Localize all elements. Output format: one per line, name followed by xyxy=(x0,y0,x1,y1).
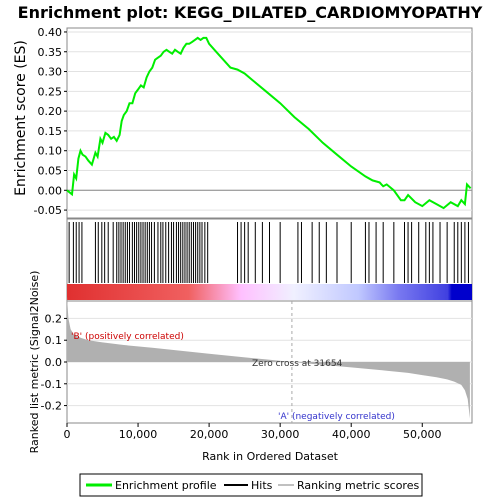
metric-tick-label: 0.2 xyxy=(45,312,63,325)
enrichment-profile-line xyxy=(66,36,472,210)
positive-correlation-label: 'B' (positively correlated) xyxy=(71,332,184,342)
es-tick-label: 0.10 xyxy=(38,145,63,158)
metric-tick-label: 0.1 xyxy=(45,334,63,347)
negative-correlation-label: 'A' (negatively correlated) xyxy=(278,412,395,422)
x-tick-label: 50,000 xyxy=(403,428,442,441)
legend-label-hits: Hits xyxy=(251,479,273,492)
es-tick-label: -0.05 xyxy=(34,204,62,217)
x-tick-label: 40,000 xyxy=(332,428,371,441)
es-plot-area xyxy=(66,27,473,219)
x-tick-label: 10,000 xyxy=(119,428,158,441)
chart-title: Enrichment plot: KEGG_DILATED_CARDIOMYOP… xyxy=(18,3,483,22)
metric-y-axis: -0.2 -0.1 0.0 0.1 0.2 xyxy=(41,312,67,413)
es-tick-label: 0.25 xyxy=(38,85,63,98)
legend-box xyxy=(79,473,423,497)
es-tick-label: 0.05 xyxy=(38,165,63,178)
x-axis-label: Rank in Ordered Dataset xyxy=(202,450,339,463)
es-y-axis-label: Enrichment score (ES) xyxy=(13,40,29,196)
hit-lines xyxy=(68,222,469,283)
ranked-metric-panel: -0.2 -0.1 0.0 0.1 0.2 'B' (positively correl… xyxy=(28,271,473,454)
es-tick-label: 0.20 xyxy=(38,105,63,118)
es-tick-label: 0.30 xyxy=(38,66,63,79)
legend-label-ranking-metric: Ranking metric scores xyxy=(297,479,419,492)
x-tick-label: 30,000 xyxy=(261,428,300,441)
ranking-metric-area xyxy=(67,296,470,419)
legend: Enrichment profile Hits Ranking metric s… xyxy=(79,473,423,497)
es-tick-label: 0.15 xyxy=(38,125,63,138)
es-tick-label: 0.40 xyxy=(38,26,63,39)
es-tick-label: 0.00 xyxy=(38,184,63,197)
enrichment-score-panel: -0.05 0.00 0.05 0.10 0.15 0.20 0.25 0.30 0.35 0.4… xyxy=(13,26,473,219)
es-y-axis: -0.05 0.00 0.05 0.10 0.15 0.20 0.25 0.30 0.35 0.4… xyxy=(34,26,67,217)
x-tick-label: 0 xyxy=(64,428,71,441)
es-tick-label: 0.35 xyxy=(38,46,63,59)
zero-cross-label: Zero cross at 31654 xyxy=(252,359,343,369)
legend-label-enrichment-profile: Enrichment profile xyxy=(115,479,217,492)
x-tick-label: 20,000 xyxy=(190,428,229,441)
metric-tick-label: 0.0 xyxy=(45,356,63,369)
metric-tick-label: -0.2 xyxy=(41,400,62,413)
hits-panel xyxy=(66,218,473,302)
ranking-color-bar xyxy=(67,284,472,300)
metric-y-axis-label: Ranked list metric (Signal2Noise) xyxy=(28,271,41,454)
metric-tick-label: -0.1 xyxy=(41,378,62,391)
x-axis: 0 10,000 20,000 30,000 40,000 50,000 xyxy=(64,423,442,441)
